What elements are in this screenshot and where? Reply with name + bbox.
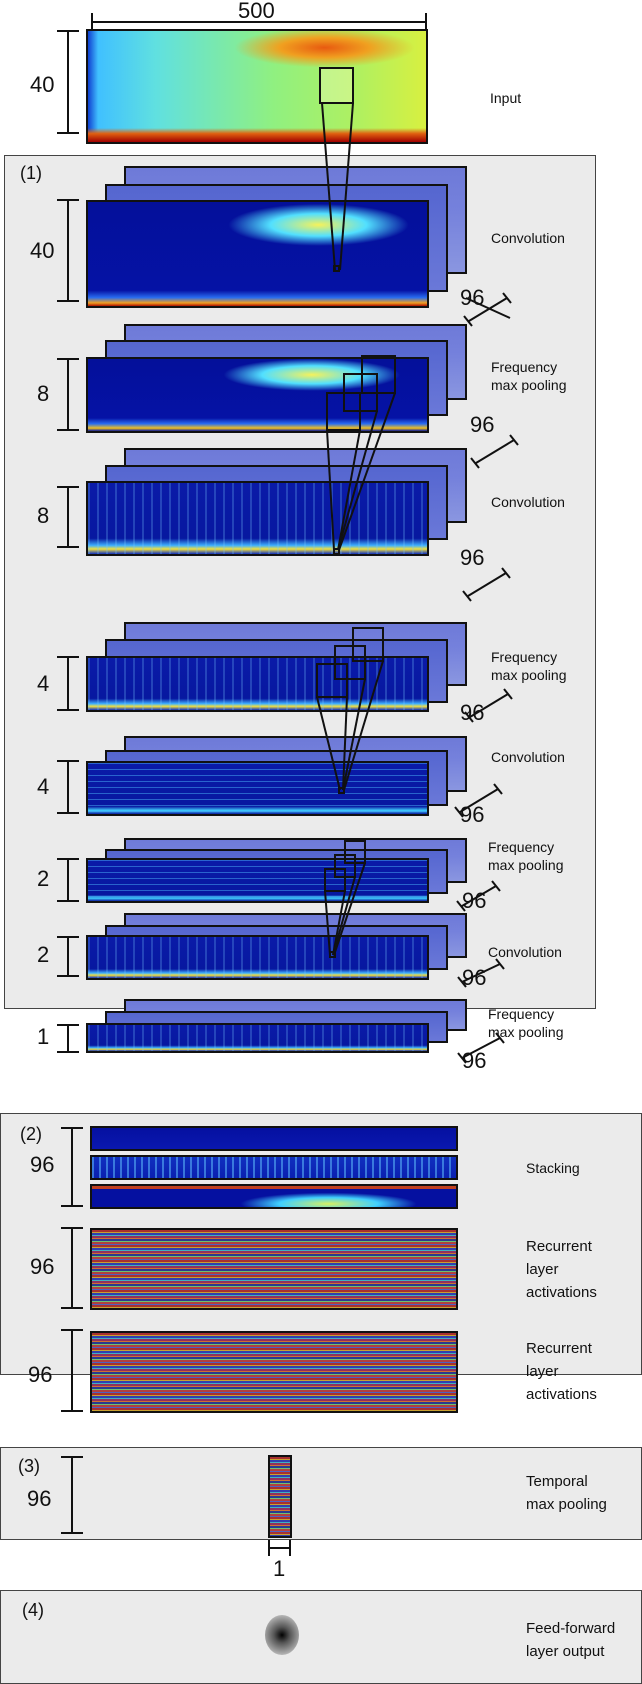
feature-map-front [86,935,429,980]
stacking-caption: Stacking [526,1160,580,1176]
feature-map-front [86,200,429,308]
depth-label: 96 [460,802,485,827]
rnn2-caption: Recurrent layer activations [526,1340,597,1403]
height-bar [57,656,79,711]
height-bar [57,858,79,902]
width-bar-tick-right [289,1540,291,1556]
height-label: 2 [37,866,50,891]
stacked-map-2 [90,1155,458,1180]
height-bar [57,486,79,548]
rnn1-activations [90,1228,458,1310]
depth-label: 96 [470,412,495,437]
pool-height-label: 96 [27,1486,52,1511]
feature-map-front [86,656,429,712]
height-label: 1 [37,1024,50,1049]
rnn2-height-bar [61,1329,83,1412]
rnn1-height-label: 96 [30,1254,55,1279]
input-height-label: 40 [30,72,55,97]
height-label: 8 [37,381,50,406]
layer-caption: Frequency max pooling [488,1006,564,1040]
height-bar [57,936,79,977]
input-spectrogram [86,29,428,144]
feature-map-front [86,858,429,903]
width-bar [269,1547,290,1549]
height-bar [57,199,79,302]
pool-width-label: 1 [273,1556,286,1581]
input-low-band [88,128,426,142]
width-bar-tick-left [91,13,93,31]
stacking-height-label: 96 [30,1152,55,1177]
section-1-tag: (1) [20,163,42,183]
layer-caption: Frequency max pooling [488,839,564,873]
layer-caption: Convolution [491,749,565,765]
input-height-bar [57,30,79,134]
height-label: 40 [30,238,55,263]
rnn1-height-bar [61,1227,83,1309]
output-unit-icon [265,1615,299,1655]
section-2-tag: (2) [20,1124,42,1144]
layer-caption: Convolution [491,230,565,246]
height-label: 4 [37,774,50,799]
width-bar-tick-left [268,1540,270,1556]
section-3-panel [0,1447,642,1540]
rnn1-caption: Recurrent layer activations [526,1238,597,1301]
depth-label: 96 [460,700,485,725]
rnn2-activations [90,1331,458,1413]
temporal-pooled-vector [268,1455,292,1538]
pool-height-bar [61,1456,83,1534]
pool-caption: Temporal max pooling [526,1473,607,1513]
layer-caption: Convolution [491,494,565,510]
stacked-map-1 [90,1126,458,1151]
width-dimension-bar [91,21,427,23]
layer-caption: Frequency max pooling [491,649,567,683]
depth-label: 96 [462,965,487,990]
height-bar [57,760,79,814]
input-width-label: 500 [238,0,275,23]
section-4-panel [0,1590,642,1684]
rnn2-height-label: 96 [28,1362,53,1387]
layer-caption: Convolution [488,944,562,960]
depth-label: 96 [460,545,485,570]
stacked-map-3 [90,1184,458,1209]
stacking-height-bar [61,1127,83,1207]
ff-caption: Feed-forward layer output [526,1620,616,1660]
width-bar-tick-right [425,13,427,31]
height-bar [57,358,79,431]
depth-label: 96 [462,1048,487,1073]
height-label: 4 [37,671,50,696]
feature-map-front [86,761,429,816]
height-bar [57,1024,79,1053]
depth-label: 96 [460,285,485,310]
section-3-tag: (3) [18,1456,40,1476]
feature-map-front [86,481,429,556]
feature-map-front [86,357,429,433]
depth-label: 96 [462,888,487,913]
layer-caption: Frequency max pooling [491,359,567,393]
input-caption: Input [490,90,522,106]
height-label: 2 [37,942,50,967]
section-4-tag: (4) [22,1600,44,1620]
height-label: 8 [37,503,50,528]
feature-map-front [86,1023,429,1053]
